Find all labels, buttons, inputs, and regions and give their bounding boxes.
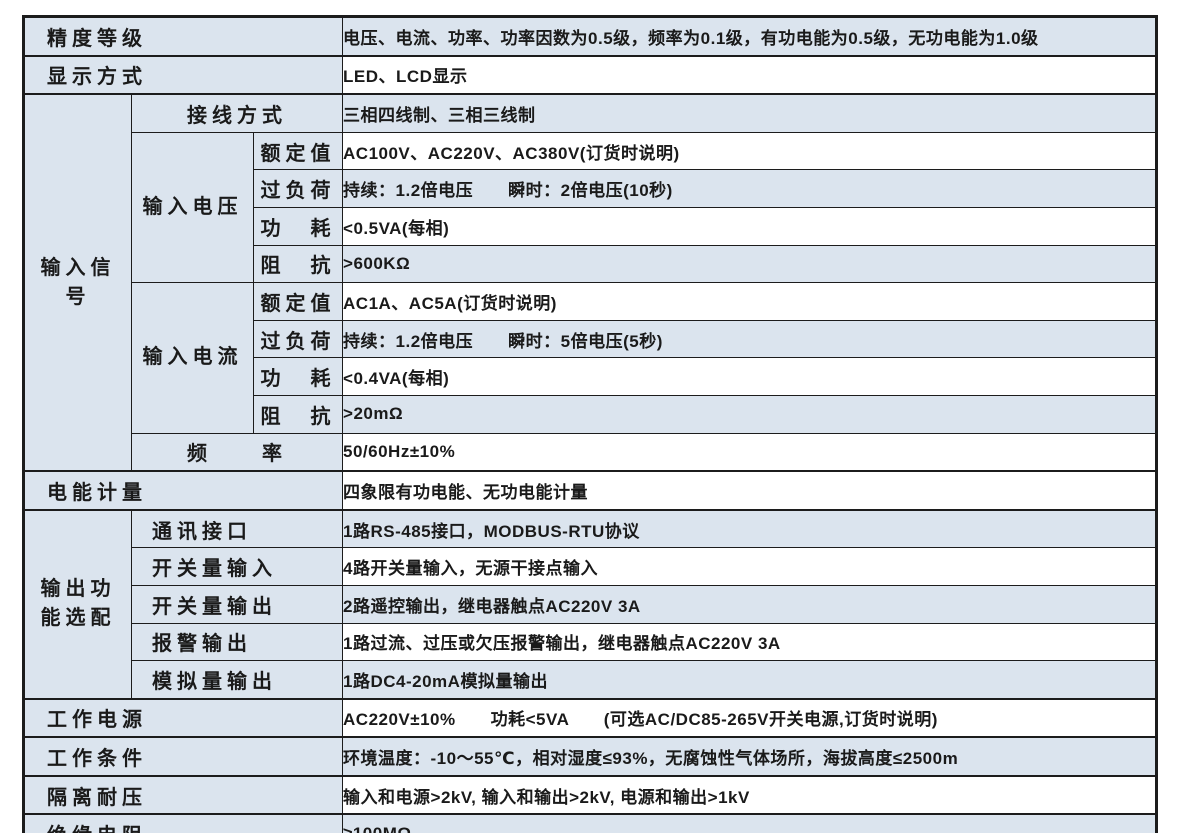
display-value: LED、LCD显示 — [342, 54, 1157, 95]
input-current-label: 输入电流 — [131, 282, 254, 434]
row-accuracy: 精度等级 电压、电流、功率、功率因数为0.5级，频率为0.1级，有功电能为0.5… — [22, 15, 1157, 57]
comm-value: 1路RS-485接口，MODBUS-RTU协议 — [342, 508, 1157, 549]
digital-output-value: 2路遥控输出，继电器触点AC220V 3A — [342, 584, 1157, 624]
isolation-value: 输入和电源>2kV, 输入和输出>2kV, 电源和输出>1kV — [342, 774, 1157, 815]
row-voltage-power: 功 耗 <0.5VA(每相) — [24, 206, 1157, 246]
energy-metering-value: 四象限有功电能、无功电能计量 — [342, 470, 1157, 511]
row-display: 显示方式 LED、LCD显示 — [22, 54, 1157, 95]
row-voltage-rated: 输入电压 额定值 AC100V、AC220V、AC380V(订货时说明) — [24, 131, 1157, 284]
isolation-label: 隔离耐压 — [22, 774, 344, 815]
row-digital-input: 开关量输入 4路开关量输入，无源干接点输入 — [24, 547, 1157, 586]
row-insulation: 绝缘电阻 ≥100MΩ — [22, 813, 1157, 833]
row-voltage-overload: 过负荷 持续：1.2倍电压 瞬时：2倍电压(10秒) — [24, 169, 1157, 208]
voltage-power-value: <0.5VA(每相) — [342, 206, 1157, 246]
voltage-power-label: 功 耗 — [252, 206, 344, 246]
environment-value: 环境温度：-10～55℃，相对湿度≤93%，无腐蚀性气体场所，海拔高度≤2500… — [342, 736, 1157, 777]
row-energy-metering: 电能计量 四象限有功电能、无功电能计量 — [22, 470, 1157, 511]
row-current-overload: 过负荷 持续：1.2倍电压 瞬时：5倍电压(5秒) — [24, 319, 1157, 359]
current-impedance-label: 阻 抗 — [252, 394, 344, 434]
row-environment: 工作条件 环境温度：-10～55℃，相对湿度≤93%，无腐蚀性气体场所，海拔高度… — [22, 736, 1157, 777]
output-options-label: 输出功能选配 — [23, 508, 132, 700]
insulation-label: 绝缘电阻 — [22, 813, 344, 833]
current-rated-label: 额定值 — [252, 282, 344, 321]
row-current-power: 功 耗 <0.4VA(每相) — [24, 357, 1157, 396]
wiring-value: 三相四线制、三相三线制 — [342, 93, 1157, 133]
environment-label: 工作条件 — [22, 736, 344, 777]
wiring-label: 接线方式 — [130, 93, 344, 133]
input-voltage-label: 输入电压 — [131, 131, 254, 284]
voltage-overload-value: 持续：1.2倍电压 瞬时：2倍电压(10秒) — [342, 169, 1157, 208]
row-wiring: 输入信号 接线方式 三相四线制、三相三线制 — [23, 93, 1157, 472]
insulation-value: ≥100MΩ — [342, 813, 1157, 833]
spec-table: 精度等级 电压、电流、功率、功率因数为0.5级，频率为0.1级，有功电能为0.5… — [22, 15, 1158, 833]
row-comm: 输出功能选配 通讯接口 1路RS-485接口，MODBUS-RTU协议 — [23, 508, 1157, 700]
frequency-value: 50/60Hz±10% — [342, 432, 1157, 472]
current-power-value: <0.4VA(每相) — [342, 357, 1157, 396]
power-supply-value: AC220V±10% 功耗<5VA (可选AC/DC85-265V开关电源,订货… — [342, 697, 1157, 738]
accuracy-value: 电压、电流、功率、功率因数为0.5级，频率为0.1级，有功电能为0.5级，无功电… — [342, 15, 1157, 57]
analog-output-value: 1路DC4-20mA模拟量输出 — [342, 660, 1157, 700]
alarm-output-value: 1路过流、过压或欠压报警输出，继电器触点AC220V 3A — [342, 622, 1157, 662]
digital-output-label: 开关量输出 — [130, 584, 344, 624]
frequency-label: 频 率 — [130, 432, 344, 472]
row-current-rated: 输入电流 额定值 AC1A、AC5A(订货时说明) — [24, 282, 1157, 434]
alarm-output-label: 报警输出 — [130, 622, 344, 662]
current-rated-value: AC1A、AC5A(订货时说明) — [342, 282, 1157, 321]
comm-label: 通讯接口 — [130, 508, 344, 549]
input-signal-label: 输入信号 — [23, 93, 132, 472]
row-power-supply: 工作电源 AC220V±10% 功耗<5VA (可选AC/DC85-265V开关… — [22, 697, 1157, 738]
voltage-rated-value: AC100V、AC220V、AC380V(订货时说明) — [342, 131, 1157, 171]
analog-output-label: 模拟量输出 — [130, 660, 344, 700]
current-impedance-value: >20mΩ — [342, 394, 1157, 434]
voltage-overload-label: 过负荷 — [252, 169, 344, 208]
display-label: 显示方式 — [22, 54, 344, 95]
row-voltage-impedance: 阻 抗 >600KΩ — [24, 244, 1157, 284]
voltage-impedance-value: >600KΩ — [342, 244, 1157, 284]
energy-metering-label: 电能计量 — [22, 470, 344, 511]
voltage-impedance-label: 阻 抗 — [252, 244, 344, 284]
current-overload-value: 持续：1.2倍电压 瞬时：5倍电压(5秒) — [342, 319, 1157, 359]
current-overload-label: 过负荷 — [252, 319, 344, 359]
accuracy-label: 精度等级 — [22, 15, 344, 57]
digital-input-value: 4路开关量输入，无源干接点输入 — [342, 547, 1157, 586]
row-current-impedance: 阻 抗 >20mΩ — [24, 394, 1157, 434]
power-supply-label: 工作电源 — [22, 697, 344, 738]
voltage-rated-label: 额定值 — [252, 131, 344, 171]
row-analog-output: 模拟量输出 1路DC4-20mA模拟量输出 — [24, 660, 1157, 700]
row-frequency: 频 率 50/60Hz±10% — [24, 432, 1157, 472]
digital-input-label: 开关量输入 — [130, 547, 344, 586]
row-isolation: 隔离耐压 输入和电源>2kV, 输入和输出>2kV, 电源和输出>1kV — [22, 774, 1157, 815]
current-power-label: 功 耗 — [252, 357, 344, 396]
row-digital-output: 开关量输出 2路遥控输出，继电器触点AC220V 3A — [24, 584, 1157, 624]
row-alarm-output: 报警输出 1路过流、过压或欠压报警输出，继电器触点AC220V 3A — [24, 622, 1157, 662]
